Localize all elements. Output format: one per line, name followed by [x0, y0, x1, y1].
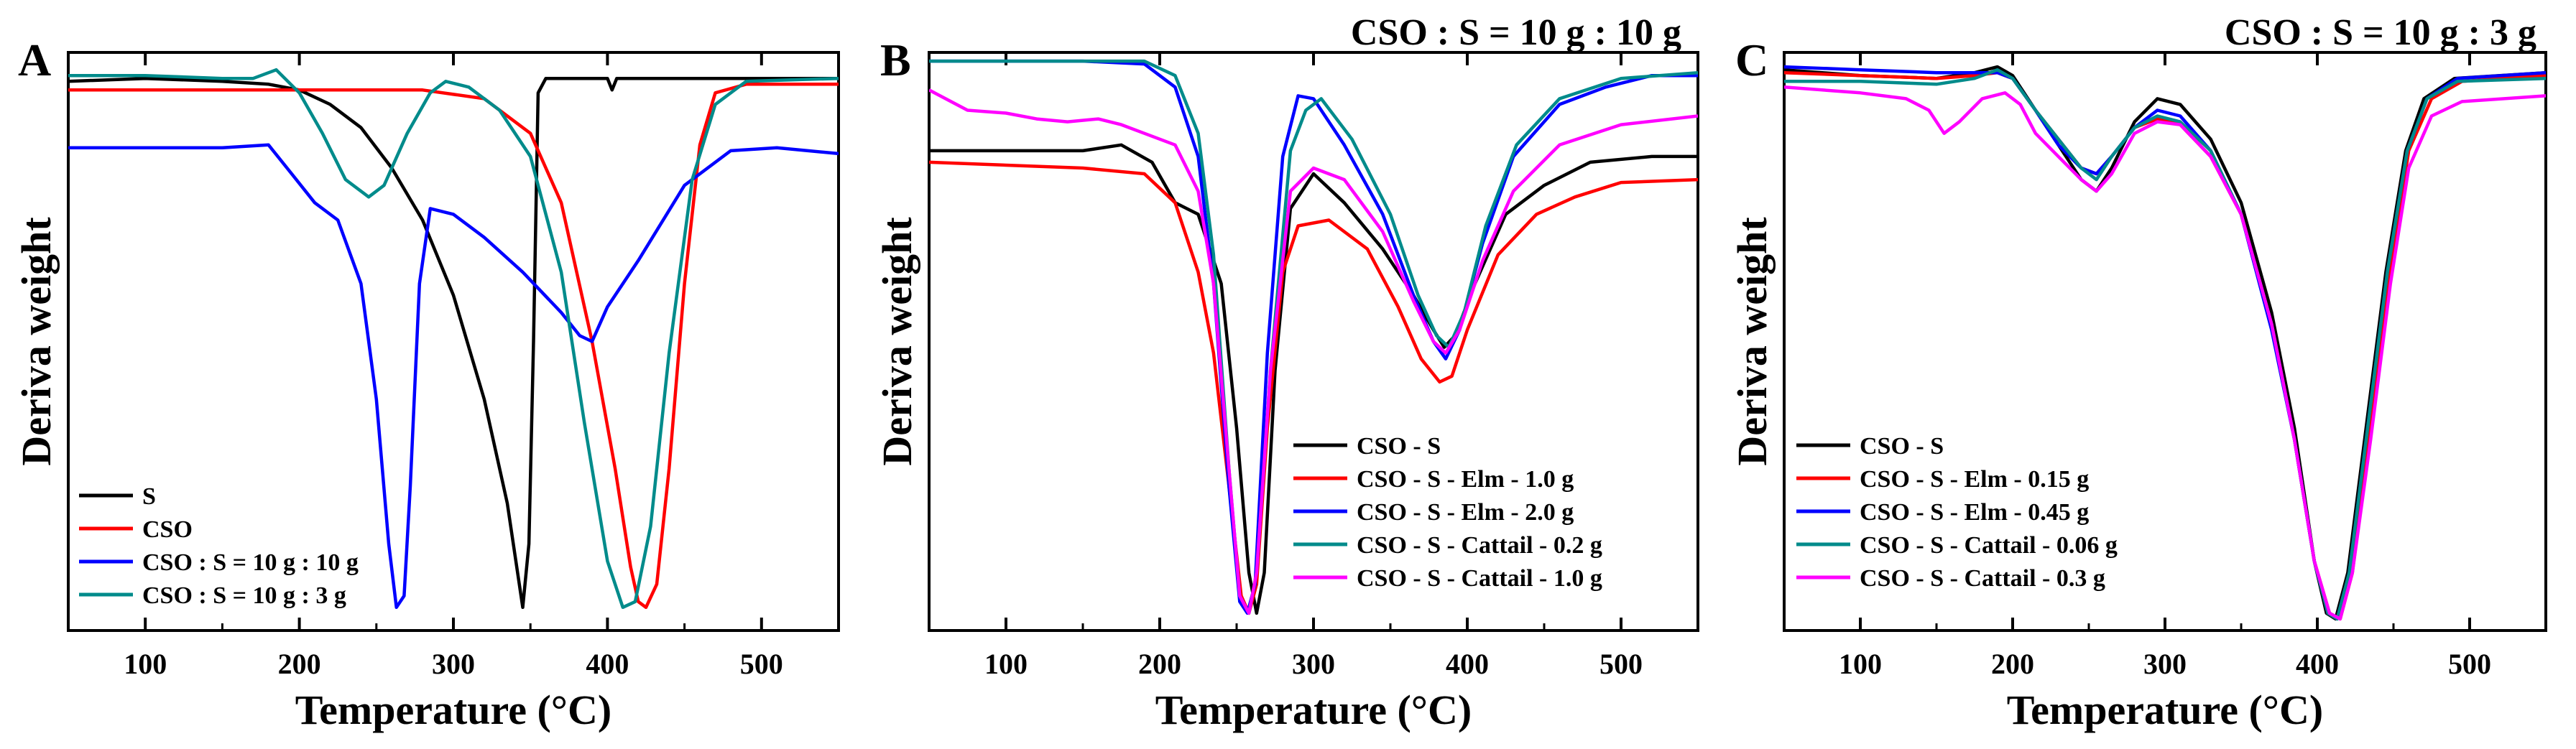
- series-line-4: [929, 59, 1698, 615]
- x-tick-label: 300: [2143, 648, 2187, 680]
- x-tick-label: 400: [586, 648, 629, 680]
- legend-label: CSO : S = 10 g : 3 g: [142, 582, 346, 609]
- y-axis-label: Deriva weight: [13, 217, 60, 466]
- legend-label: CSO - S - Elm - 1.0 g: [1357, 466, 1574, 493]
- legend: CSO - S CSO - S - Elm - 1.0 g CSO - S - El…: [1293, 433, 1602, 592]
- x-tick-label: 300: [432, 648, 475, 680]
- panel-label: C: [1735, 34, 1768, 85]
- panel-label: B: [880, 34, 911, 85]
- x-tick-label: 400: [1446, 648, 1489, 680]
- chart-panel-C: 100 200 300 400 500 Temperature (°C) Deriva we…: [1729, 12, 2547, 733]
- series-line-4: [1784, 68, 2546, 621]
- chart-title: CSO : S = 10 g : 3 g: [2225, 12, 2536, 53]
- x-tick-label: 300: [1292, 648, 1335, 680]
- legend-label: CSO : S = 10 g : 10 g: [142, 549, 359, 576]
- x-tick-label: 200: [278, 648, 321, 680]
- legend-label: CSO - S: [1357, 433, 1441, 460]
- x-tick-label: 500: [2448, 648, 2491, 680]
- panel-label: A: [18, 34, 51, 85]
- legend-label: CSO: [142, 516, 193, 543]
- legend-label: CSO - S - Cattail - 0.06 g: [1860, 532, 2118, 559]
- series-line-5: [1784, 85, 2546, 621]
- y-axis-label: Deriva weight: [1729, 217, 1776, 466]
- series-line-5: [929, 88, 1698, 615]
- plot-frame: [67, 51, 840, 632]
- x-tick-label: 400: [2296, 648, 2339, 680]
- legend-label: CSO - S - Elm - 2.0 g: [1357, 499, 1574, 526]
- chart-title: CSO : S = 10 g : 10 g: [1351, 12, 1681, 53]
- series-line-2: [68, 83, 839, 610]
- y-axis-label: Deriva weight: [874, 217, 920, 466]
- series-line-1: [929, 143, 1698, 615]
- legend-label: CSO - S - Cattail - 0.2 g: [1357, 532, 1602, 559]
- x-tick-label: 500: [1599, 648, 1643, 680]
- chart-panel-B: 100 200 300 400 500 Temperature (°C) Deriva we…: [874, 12, 1699, 733]
- x-tick-label: 200: [1991, 648, 2034, 680]
- chart-panel-A: 100 200 300 400 500 Temperature (°C) Deriva we…: [13, 34, 840, 733]
- legend-label: S: [142, 483, 156, 510]
- x-tick-label: 100: [1839, 648, 1882, 680]
- x-tick-label: 500: [740, 648, 783, 680]
- series-line-4: [68, 68, 839, 610]
- series-line-1: [68, 76, 839, 610]
- series-line-3: [68, 143, 839, 610]
- legend: S CSO CSO : S = 10 g : 10 g CSO : S = 10 g …: [79, 483, 359, 609]
- series-line-2: [929, 160, 1698, 615]
- x-tick-label: 200: [1138, 648, 1181, 680]
- x-axis-label: Temperature (°C): [1155, 687, 1472, 733]
- legend-label: CSO - S - Cattail - 1.0 g: [1357, 565, 1602, 592]
- x-tick-label: 100: [124, 648, 167, 680]
- legend-label: CSO - S: [1860, 433, 1944, 460]
- x-axis-label: Temperature (°C): [2007, 687, 2323, 733]
- legend: CSO - S CSO - S - Elm - 0.15 g CSO - S - E…: [1796, 433, 2118, 592]
- legend-label: CSO - S - Elm - 0.45 g: [1860, 499, 2089, 526]
- legend-label: CSO - S - Elm - 0.15 g: [1860, 466, 2089, 493]
- x-tick-label: 100: [984, 648, 1028, 680]
- legend-label: CSO - S - Cattail - 0.3 g: [1860, 565, 2105, 592]
- x-axis-label: Temperature (°C): [295, 687, 611, 733]
- series-line-3: [929, 59, 1698, 615]
